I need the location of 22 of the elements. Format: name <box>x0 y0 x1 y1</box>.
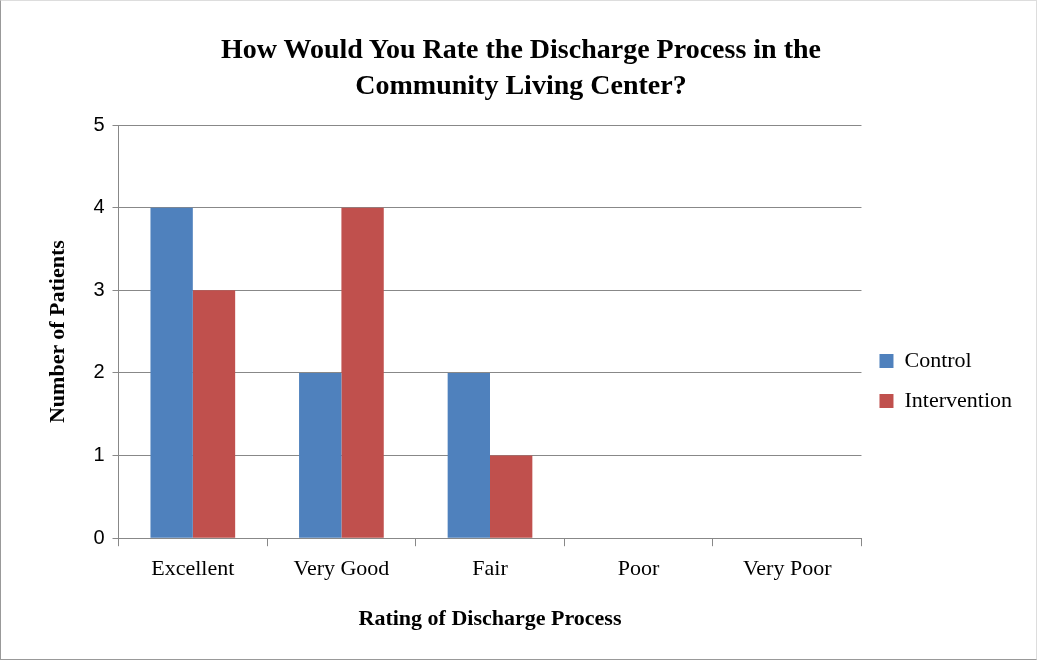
x-tick-label: Very Good <box>293 555 390 581</box>
legend-label: Control <box>904 346 972 372</box>
y-tick-label: 1 <box>93 443 105 466</box>
bar <box>150 207 193 538</box>
chart-title: How Would You Rate the Discharge Process in the Community Living Center? <box>220 32 822 102</box>
x-tick-label: Excellent <box>151 555 235 581</box>
bar <box>447 372 490 538</box>
y-tick-label: 5 <box>93 112 105 135</box>
bar <box>490 455 533 538</box>
y-tick-label: 4 <box>93 195 105 218</box>
y-tick-label: 0 <box>93 525 105 548</box>
y-axis-title: Number of Patients <box>43 239 69 424</box>
x-tick-label: Very Poor <box>742 555 833 581</box>
bar <box>299 372 342 538</box>
x-tick-label: Fair <box>472 555 509 581</box>
bar <box>192 290 236 538</box>
y-tick-label: 2 <box>93 360 105 383</box>
y-tick-label: 3 <box>93 277 105 300</box>
x-tick-label: Poor <box>617 555 661 581</box>
x-axis-title: Rating of Discharge Process <box>358 605 622 631</box>
legend-label: Intervention <box>904 386 1013 412</box>
bar <box>341 207 384 538</box>
